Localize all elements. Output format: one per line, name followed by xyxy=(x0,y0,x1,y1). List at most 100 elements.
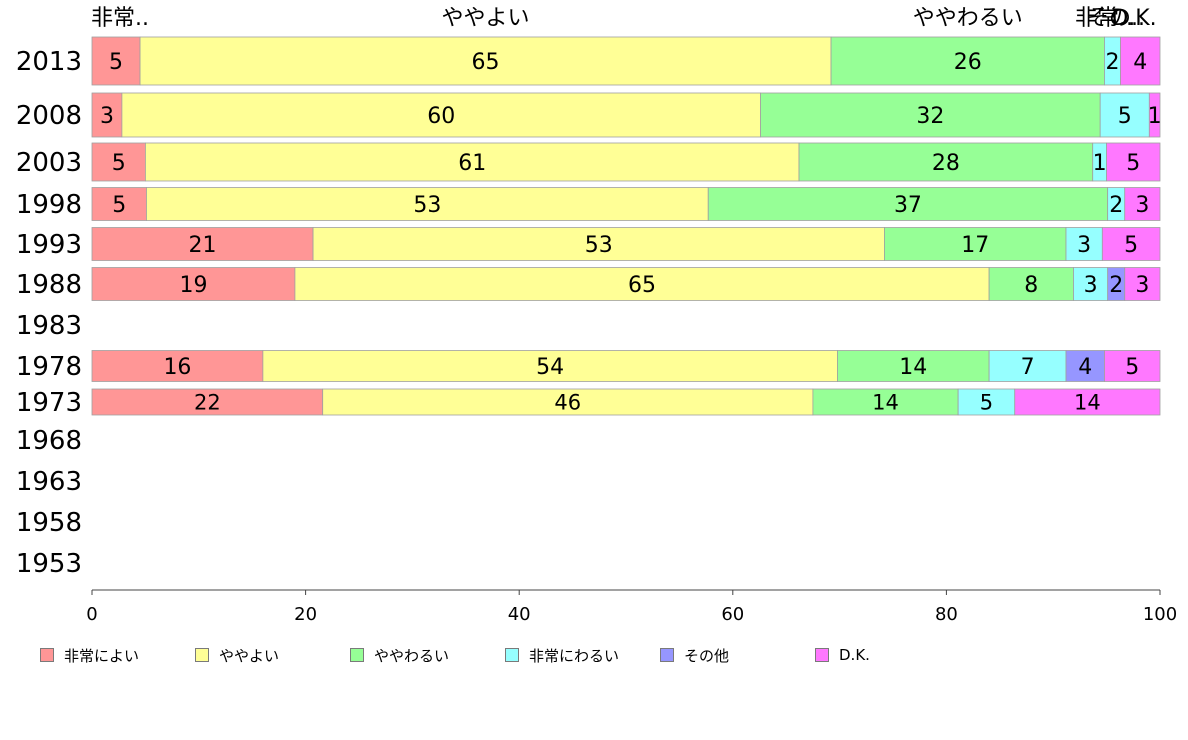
category-label: 1973 xyxy=(16,388,82,418)
legend-label: 非常にわるい xyxy=(529,646,620,665)
bar-segment xyxy=(139,36,832,86)
bar-segment xyxy=(91,36,141,86)
bar-segment xyxy=(1014,388,1161,416)
bar-segment xyxy=(1124,267,1161,301)
bar-segment xyxy=(91,350,264,382)
series-top-label: ややわるい xyxy=(913,6,1023,31)
legend-item: D.K. xyxy=(815,645,870,665)
x-tick-label: 20 xyxy=(294,604,317,625)
data-label: 60 xyxy=(427,104,455,129)
category-label: 1993 xyxy=(16,230,82,260)
data-label: 46 xyxy=(554,391,581,415)
bar-segment xyxy=(1101,227,1161,261)
data-label: 5 xyxy=(980,391,993,415)
bar-segment xyxy=(1124,187,1161,221)
bar-segment xyxy=(1073,267,1109,301)
data-label: 65 xyxy=(472,50,500,75)
data-label: 1 xyxy=(1093,151,1107,176)
data-label: 7 xyxy=(1021,355,1035,380)
data-label: 61 xyxy=(458,151,486,176)
bar-segment xyxy=(707,187,1109,221)
data-label: 3 xyxy=(100,104,114,129)
category-label: 1953 xyxy=(16,549,82,579)
data-label: 5 xyxy=(109,50,123,75)
bar-segment xyxy=(1099,92,1150,138)
series-top-label: ややよい xyxy=(442,6,530,31)
bar-segment xyxy=(91,388,324,416)
category-label: 1988 xyxy=(16,270,82,300)
category-label: 2008 xyxy=(16,101,82,131)
data-label: 1 xyxy=(1148,104,1162,129)
data-label: 8 xyxy=(1024,273,1038,298)
data-label: 3 xyxy=(1084,273,1098,298)
legend-item: ややわるい xyxy=(350,645,449,665)
category-label: 1963 xyxy=(16,467,82,497)
legend-item: 非常にわるい xyxy=(505,645,619,665)
data-label: 2 xyxy=(1105,50,1119,75)
data-label: 19 xyxy=(179,273,207,298)
bar-segment xyxy=(91,142,146,182)
category-label: 1983 xyxy=(16,311,82,341)
data-label: 5 xyxy=(112,193,126,218)
legend-swatch xyxy=(195,648,209,662)
x-tick-label: 60 xyxy=(721,604,744,625)
bar-segment xyxy=(760,92,1101,138)
bar-segment xyxy=(262,350,838,382)
data-label: 22 xyxy=(194,391,221,415)
data-label: 3 xyxy=(1135,273,1149,298)
data-label: 21 xyxy=(189,233,217,258)
data-label: 5 xyxy=(1124,233,1138,258)
legend-swatch xyxy=(505,648,519,662)
category-label: 1998 xyxy=(16,190,82,220)
data-label: 2 xyxy=(1109,273,1123,298)
bar-segment xyxy=(322,388,814,416)
legend-label: D.K. xyxy=(839,646,870,664)
bar-segment xyxy=(146,187,709,221)
legend-item: ややよい xyxy=(195,645,279,665)
bar-segment xyxy=(1120,36,1161,86)
bar-segment xyxy=(798,142,1094,182)
bar-segment xyxy=(1104,350,1161,382)
data-label: 14 xyxy=(899,355,927,380)
series-top-label: その.. xyxy=(1087,6,1145,31)
x-tick-label: 0 xyxy=(86,604,97,625)
legend-label: ややよい xyxy=(219,646,280,665)
x-tick-label: 100 xyxy=(1143,604,1177,625)
category-label: 1958 xyxy=(16,508,82,538)
bar-segment xyxy=(957,388,1016,416)
series-top-label: 非常.. xyxy=(91,6,149,31)
data-label: 5 xyxy=(1118,104,1132,129)
bar-segment xyxy=(1106,142,1161,182)
bar-segment xyxy=(91,92,123,138)
data-label: 5 xyxy=(112,151,126,176)
bar-segment xyxy=(884,227,1067,261)
legend-label: ややわるい xyxy=(374,646,450,665)
x-tick-label: 80 xyxy=(935,604,958,625)
x-tick-label: 40 xyxy=(508,604,531,625)
data-label: 32 xyxy=(916,104,944,129)
bar-segment xyxy=(91,187,147,221)
data-label: 5 xyxy=(1126,151,1140,176)
data-label: 53 xyxy=(413,193,441,218)
data-label: 2 xyxy=(1109,193,1123,218)
legend-swatch xyxy=(815,648,829,662)
data-label: 37 xyxy=(894,193,922,218)
bar-segment xyxy=(144,142,800,182)
data-label: 4 xyxy=(1078,355,1092,380)
data-label: 17 xyxy=(961,233,989,258)
data-label: 3 xyxy=(1077,233,1091,258)
bar-segment xyxy=(830,36,1105,86)
data-label: 16 xyxy=(163,355,191,380)
data-label: 26 xyxy=(954,50,982,75)
series-top-label: D.K. xyxy=(1111,6,1156,31)
category-label: 1968 xyxy=(16,426,82,456)
bar-segment xyxy=(1148,92,1161,138)
legend-swatch xyxy=(660,648,674,662)
category-label: 2013 xyxy=(16,47,82,77)
legend-item: 非常によい xyxy=(40,645,139,665)
legend-swatch xyxy=(350,648,364,662)
legend-swatch xyxy=(40,648,54,662)
bar-segment xyxy=(988,350,1067,382)
